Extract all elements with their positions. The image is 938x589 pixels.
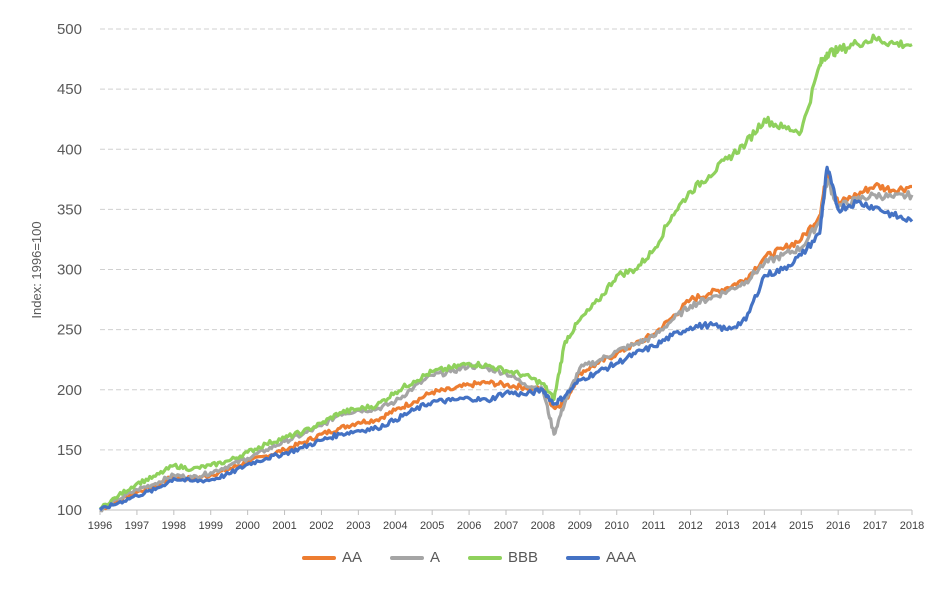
legend-swatch	[468, 555, 502, 560]
x-tick-label: 2006	[457, 520, 481, 532]
series-line-bbb	[99, 33, 913, 511]
gridlines	[100, 28, 912, 511]
y-tick-label: 250	[57, 322, 82, 339]
x-tick-label: 2009	[568, 520, 592, 532]
legend-item-aaa: AAA	[566, 549, 636, 566]
legend-swatch	[389, 555, 424, 560]
y-tick-label: 400	[57, 141, 82, 158]
x-tick-label: 2008	[531, 520, 555, 532]
legend-swatch	[566, 555, 601, 560]
x-tick-label: 1996	[88, 520, 112, 532]
x-tick-label: 2016	[826, 520, 850, 532]
legend-swatch	[301, 555, 336, 560]
y-tick-label: 350	[57, 201, 82, 218]
x-tick-label: 2014	[752, 520, 776, 532]
x-tick-label: 2011	[642, 520, 666, 532]
x-tick-label: 2018	[900, 520, 924, 532]
y-axis-label: Index: 1996=100	[29, 221, 44, 318]
x-axis-ticks: 1996 1997 1998 1999 2000 2001 2002 2003 2004 2005…	[88, 510, 924, 532]
series-lines	[98, 33, 914, 513]
x-tick-label: 2003	[346, 520, 370, 532]
x-tick-label: 2002	[309, 520, 333, 532]
y-tick-label: 100	[57, 502, 82, 519]
legend-label: BBB	[508, 549, 539, 566]
series-line-aaa	[98, 165, 914, 512]
legend-item-bbb: BBB	[468, 549, 538, 566]
legend-item-aa: AA	[301, 549, 362, 566]
series-line-aa	[99, 171, 912, 512]
legend: AA A BBB AAA	[0, 549, 938, 566]
x-tick-label: 2017	[863, 520, 887, 532]
y-tick-label: 500	[57, 21, 82, 38]
x-tick-label: 2005	[420, 520, 444, 532]
x-tick-label: 2007	[494, 520, 518, 532]
x-tick-label: 1997	[125, 520, 149, 532]
legend-item-a: A	[389, 549, 440, 566]
x-tick-label: 2012	[678, 520, 702, 532]
y-tick-label: 150	[57, 442, 82, 459]
legend-label: A	[429, 549, 440, 566]
x-tick-label: 1998	[162, 520, 186, 532]
legend-label: AA	[341, 549, 362, 566]
x-tick-label: 2013	[715, 520, 739, 532]
y-tick-label: 200	[57, 382, 82, 399]
x-tick-label: 2000	[235, 520, 259, 532]
y-tick-label: 300	[57, 262, 82, 279]
x-tick-label: 1999	[198, 520, 222, 532]
x-tick-label: 2001	[272, 520, 296, 532]
series-line-a	[99, 177, 914, 513]
legend-label: AAA	[606, 549, 637, 566]
y-axis-ticks: 100 150 200 250 300 350 400 450 500	[57, 21, 82, 519]
x-tick-label: 2010	[604, 520, 628, 532]
x-tick-label: 2004	[383, 520, 407, 532]
y-tick-label: 450	[57, 81, 82, 98]
x-tick-label: 2015	[789, 520, 813, 532]
